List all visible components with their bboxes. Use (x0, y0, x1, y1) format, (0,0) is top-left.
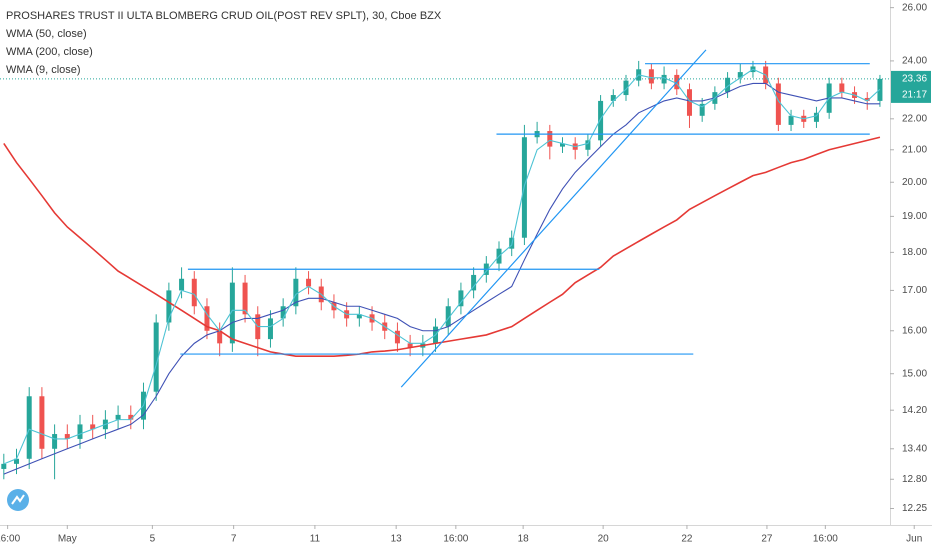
candle-body (775, 83, 781, 125)
candle-body (293, 278, 299, 307)
candle-body (661, 74, 667, 84)
candle-body (52, 434, 58, 449)
y-tick-label: 13.40 (902, 443, 927, 454)
candle-body (356, 314, 362, 319)
candle-body (458, 290, 464, 307)
candle-body (699, 103, 705, 116)
legend-entry[interactable]: WMA (50, close) (6, 28, 87, 40)
candle-body (648, 69, 654, 84)
y-tick-label: 17.00 (902, 285, 927, 296)
y-tick-label: 16.00 (902, 325, 927, 336)
candle-body (623, 80, 629, 96)
candle-body (407, 343, 413, 348)
y-tick-label: 12.25 (902, 503, 927, 514)
candle-body (598, 100, 604, 141)
y-tick-label: 18.00 (902, 247, 927, 258)
candle-body (445, 306, 451, 327)
candle-body (725, 77, 731, 93)
candle-body (306, 278, 312, 287)
x-tick-label: 13 (391, 534, 403, 545)
candle-body (242, 282, 248, 315)
countdown: 21:17 (902, 90, 927, 101)
candle-body (229, 282, 235, 344)
candle-body (610, 95, 616, 101)
candle-body (153, 322, 159, 392)
y-tick-label: 21.00 (902, 144, 927, 155)
y-tick-label: 15.00 (902, 368, 927, 379)
candle-body (77, 424, 83, 439)
candle-body (560, 143, 566, 147)
y-tick-label: 26.00 (902, 2, 927, 13)
candle-body (1, 463, 7, 469)
x-tick-label: 27 (761, 534, 773, 545)
candle-body (585, 140, 591, 150)
candle-body (813, 112, 819, 122)
y-tick-label: 20.00 (902, 177, 927, 188)
candle-body (115, 414, 121, 420)
chart-title: PROSHARES TRUST II ULTA BLOMBERG CRUD OI… (6, 10, 442, 22)
x-tick-label: 18 (518, 534, 530, 545)
x-tick-label: 16:00 (0, 534, 21, 545)
logo (7, 489, 29, 511)
candle-body (26, 396, 32, 459)
candle-body (191, 278, 197, 307)
indicator-line (3, 82, 880, 475)
legend-entry[interactable]: WMA (200, close) (6, 46, 93, 58)
y-tick-label: 12.80 (902, 474, 927, 485)
y-tick-label: 19.00 (902, 211, 927, 222)
candle-body (39, 396, 45, 449)
candle-body (14, 458, 20, 464)
candle-body (179, 278, 185, 291)
x-tick-label: 11 (310, 534, 321, 545)
y-tick-label: 14.20 (902, 405, 927, 416)
trend-line (400, 49, 707, 388)
x-tick-label: 5 (150, 534, 156, 545)
x-tick-label: 7 (231, 534, 237, 545)
x-tick-label: Jun (906, 534, 922, 545)
x-tick-label: May (58, 534, 77, 545)
price-label: 23.36 (902, 74, 927, 85)
x-tick-label: 16:00 (443, 534, 468, 545)
candle-body (204, 306, 210, 331)
candle-body (280, 306, 286, 319)
candle-body (864, 97, 870, 101)
indicator-line (3, 68, 881, 465)
candle-body (217, 330, 223, 344)
candle-body (166, 290, 172, 323)
candle-body (547, 131, 553, 147)
candle-body (128, 414, 134, 420)
candle-body (737, 72, 743, 78)
candle-body (471, 274, 477, 291)
candle-body (90, 424, 96, 430)
x-tick-label: 20 (598, 534, 610, 545)
candle-body (788, 115, 794, 125)
plot-area (0, 49, 890, 480)
x-tick-label: 16:00 (813, 534, 838, 545)
price-badge (891, 70, 931, 103)
candle-body (686, 89, 692, 116)
y-tick-label: 22.00 (902, 113, 927, 124)
candle-body (64, 434, 70, 439)
y-tick-label: 24.00 (902, 56, 927, 67)
candle-body (394, 330, 400, 344)
legend: PROSHARES TRUST II ULTA BLOMBERG CRUD OI… (6, 10, 442, 76)
x-tick-label: 22 (681, 534, 693, 545)
candle-body (839, 83, 845, 93)
legend-entry[interactable]: WMA (9, close) (6, 64, 81, 76)
candle-body (267, 318, 273, 340)
